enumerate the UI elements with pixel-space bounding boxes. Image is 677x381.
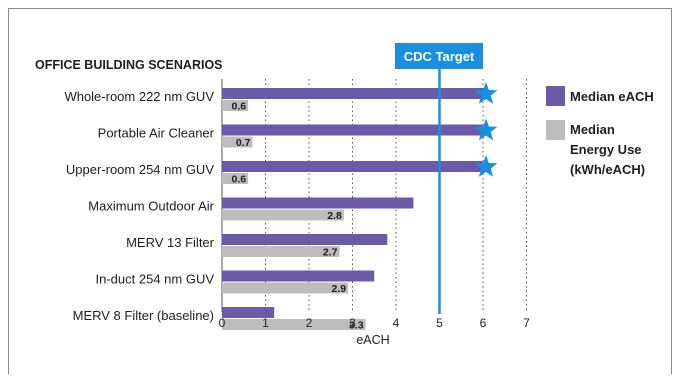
- bar-median-energy-use: [222, 246, 340, 257]
- bar-median-each: [222, 307, 275, 318]
- x-tick-label: 6: [480, 316, 487, 330]
- data-label: 3.3: [349, 320, 364, 332]
- bar-median-each: [222, 124, 483, 136]
- x-tick-label: 2: [306, 316, 313, 330]
- chart-frame: [8, 8, 672, 374]
- star-icon: [474, 118, 498, 141]
- x-tick-label: 7: [523, 316, 530, 330]
- bar-median-each: [222, 197, 414, 209]
- bar-median-each: [222, 270, 375, 282]
- bar-median-energy-use: [222, 100, 249, 111]
- target-label-box: [395, 43, 483, 69]
- x-tick-labels: 0 1 2 3 4 5 6 7: [219, 316, 531, 330]
- x-tick-label: 1: [262, 316, 269, 330]
- bar-median-each: [222, 234, 388, 245]
- bar-median-energy-use: [222, 209, 344, 221]
- star-icon: [474, 82, 498, 104]
- data-label: 2.8: [327, 210, 342, 222]
- cdc-target: CDC Target: [395, 43, 483, 314]
- target-label: CDC Target: [404, 49, 475, 64]
- bars-group: 0.6 0.7 0.6 2.8 2.7 2.9 3.3: [222, 82, 498, 332]
- bar-median-energy-use: [222, 282, 349, 294]
- category-labels: Whole-room 222 nm GUV Portable Air Cleane…: [64, 89, 214, 323]
- x-tick-label: 4: [393, 316, 400, 330]
- data-label: 0.6: [231, 101, 246, 113]
- category-label: In-duct 254 nm GUV: [96, 272, 215, 287]
- bar-median-energy-use: [222, 173, 249, 184]
- data-label: 2.7: [323, 247, 338, 259]
- star-icon: [474, 155, 498, 177]
- category-label: MERV 8 Filter (baseline): [73, 308, 214, 323]
- x-axis-label: eACH: [356, 333, 389, 347]
- category-label: MERV 13 Filter: [126, 235, 215, 250]
- data-label: 0.6: [231, 174, 246, 186]
- legend-label: Median: [570, 122, 615, 137]
- legend-label: (kWh/eACH): [570, 162, 645, 177]
- legend: Median eACH Median Energy Use (kWh/eACH): [546, 86, 654, 177]
- chart-title: OFFICE BUILDING SCENARIOS: [35, 58, 223, 72]
- legend-swatch: [546, 120, 565, 140]
- bar-median-energy-use: [222, 319, 366, 330]
- category-label: Whole-room 222 nm GUV: [64, 89, 214, 104]
- category-label: Upper-room 254 nm GUV: [66, 162, 214, 177]
- bar-median-energy-use: [222, 136, 253, 148]
- x-tick-label: 0: [219, 316, 226, 330]
- bar-median-each: [222, 88, 483, 99]
- x-tick-label: 5: [436, 316, 443, 330]
- legend-swatch: [546, 86, 565, 106]
- data-label: 2.9: [332, 283, 347, 295]
- data-label: 0.7: [236, 137, 251, 149]
- category-label: Maximum Outdoor Air: [88, 199, 214, 214]
- bar-median-each: [222, 161, 483, 172]
- legend-label: Median eACH: [570, 89, 654, 104]
- legend-label: Energy Use: [570, 142, 642, 157]
- x-tick-label: 3: [349, 316, 356, 330]
- category-label: Portable Air Cleaner: [98, 126, 215, 141]
